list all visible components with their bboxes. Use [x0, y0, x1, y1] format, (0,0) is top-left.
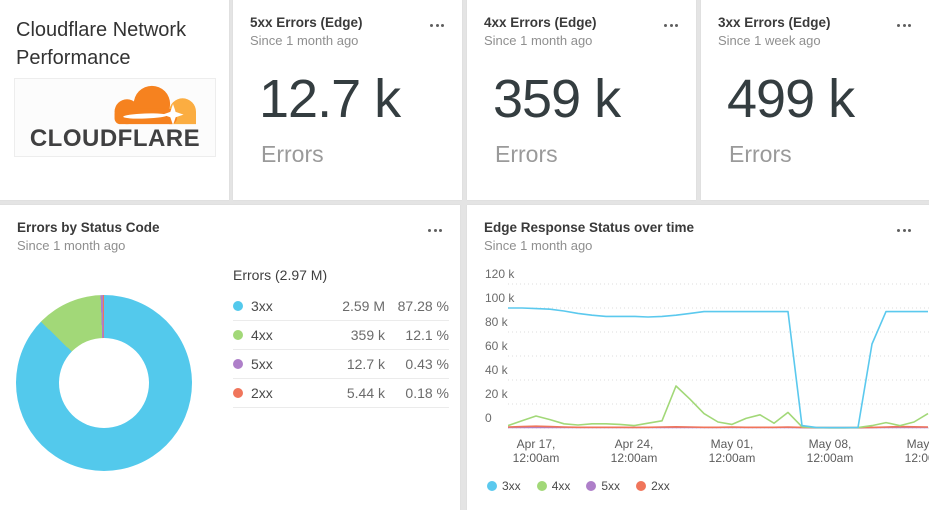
kpi-unit: Errors	[495, 141, 558, 167]
series-percent: 0.18 %	[405, 385, 449, 401]
x-axis-tick: Apr 17, 12:00am	[512, 437, 560, 465]
series-color-dot	[586, 481, 597, 491]
card-title: 5xx Errors (Edge)	[250, 15, 363, 30]
series-color-dot	[233, 330, 243, 340]
card-title: Edge Response Status over time	[484, 220, 695, 235]
x-axis-tick: May 15,12:00am	[904, 437, 929, 465]
line-series-3xx	[508, 307, 928, 429]
series-percent: 12.1 %	[405, 327, 449, 343]
series-color-dot	[233, 301, 243, 311]
dashboard-title: Cloudflare Network Performance	[16, 19, 187, 69]
legend-item-3xx[interactable]: 3xx	[487, 479, 521, 493]
y-axis-tick: 60 k	[485, 339, 508, 353]
series-label: 5xx	[251, 356, 273, 372]
line-chart-svg	[507, 283, 929, 429]
legend-item-4xx[interactable]: 4xx	[536, 479, 571, 493]
legend-row-4xx[interactable]: 4xx 359 k 12.1 %	[233, 321, 449, 350]
series-color-dot	[636, 481, 647, 491]
donut-legend-title: Errors (2.97 M)	[233, 267, 328, 283]
edge-response-card: Edge Response Status over time Since 1 m…	[467, 205, 929, 510]
y-axis-tick: 0	[485, 411, 492, 425]
donut-legend: Errors (2.97 M) 3xx 2.59 M 87.28 % 4xx 359 k…	[233, 267, 449, 408]
errors-by-status-card: Errors by Status Code Since 1 month ago …	[0, 205, 460, 510]
card-subtitle: Since 1 month ago	[484, 238, 593, 253]
card-title: Errors by Status Code	[17, 220, 160, 235]
line-chart-legend: 3xx 4xx 5xx 2xx	[487, 479, 670, 493]
overflow-menu-icon[interactable]	[424, 225, 446, 236]
y-axis-tick: 100 k	[485, 291, 515, 305]
line-series-4xx	[507, 385, 929, 429]
legend-row-2xx[interactable]: 2xx 5.44 k 0.18 %	[233, 379, 449, 408]
series-label: 3xx	[251, 298, 273, 314]
series-percent: 0.43 %	[405, 356, 449, 372]
donut-chart[interactable]	[16, 295, 192, 471]
card-subtitle: Since 1 month ago	[484, 33, 593, 48]
series-color-dot	[536, 481, 547, 491]
y-axis-tick: 120 k	[485, 267, 515, 281]
overflow-menu-icon[interactable]	[893, 225, 915, 236]
donut-hole	[59, 338, 149, 428]
y-axis-tick: 40 k	[485, 363, 508, 377]
series-color-dot	[233, 388, 243, 398]
series-percent: 87.28 %	[397, 298, 449, 314]
series-value: 12.7 k	[346, 356, 385, 372]
y-axis-tick: 80 k	[485, 315, 508, 329]
series-value: 2.59 M	[342, 298, 385, 314]
series-color-dot	[233, 359, 243, 369]
kpi-value: 12.7 k	[259, 69, 401, 129]
series-label: 4xx	[251, 327, 273, 343]
card-subtitle: Since 1 month ago	[250, 33, 359, 48]
kpi-card-4xx: 4xx Errors (Edge) Since 1 month ago 359 …	[467, 0, 696, 200]
card-subtitle: Since 1 month ago	[17, 238, 126, 253]
x-axis-tick: May 08, 12:00am	[806, 437, 854, 465]
y-axis-tick: 20 k	[485, 387, 508, 401]
series-color-dot	[487, 481, 497, 491]
overflow-menu-icon[interactable]	[893, 20, 915, 31]
card-title: 4xx Errors (Edge)	[484, 15, 597, 30]
kpi-unit: Errors	[729, 141, 792, 167]
x-axis-tick: Apr 24, 12:00am	[610, 437, 658, 465]
card-title: 3xx Errors (Edge)	[718, 15, 831, 30]
legend-item-5xx[interactable]: 5xx	[586, 479, 620, 493]
legend-item-2xx[interactable]: 2xx	[636, 479, 670, 493]
kpi-card-3xx: 3xx Errors (Edge) Since 1 week ago 499 k…	[701, 0, 929, 200]
kpi-unit: Errors	[261, 141, 324, 167]
cloudflare-wordmark: CLOUDFLARE	[29, 125, 201, 152]
kpi-card-5xx: 5xx Errors (Edge) Since 1 month ago 12.7…	[233, 0, 462, 200]
x-axis-tick: May 01, 12:00am	[708, 437, 756, 465]
overflow-menu-icon[interactable]	[660, 20, 682, 31]
legend-row-3xx[interactable]: 3xx 2.59 M 87.28 %	[233, 292, 449, 321]
kpi-value: 499 k	[727, 69, 855, 129]
series-label: 2xx	[651, 479, 670, 493]
cloudflare-logo: CLOUDFLARE	[14, 78, 216, 157]
series-label: 2xx	[251, 385, 273, 401]
series-label: 5xx	[601, 479, 621, 493]
series-value: 5.44 k	[346, 385, 385, 401]
kpi-value: 359 k	[493, 69, 621, 129]
overflow-menu-icon[interactable]	[426, 20, 448, 31]
series-label: 3xx	[502, 479, 521, 493]
series-label: 4xx	[551, 479, 571, 493]
cloudflare-cloud-icon	[114, 85, 196, 126]
legend-row-5xx[interactable]: 5xx 12.7 k 0.43 %	[233, 350, 449, 379]
title-card: Cloudflare Network Performance CLOUDFLAR…	[0, 0, 229, 200]
donut-legend-rows: 3xx 2.59 M 87.28 % 4xx 359 k 12.1 % 5xx 12.7 k 0…	[233, 292, 449, 408]
line-chart-plot[interactable]	[507, 273, 929, 433]
card-subtitle: Since 1 week ago	[718, 33, 821, 48]
series-value: 359 k	[350, 327, 385, 343]
